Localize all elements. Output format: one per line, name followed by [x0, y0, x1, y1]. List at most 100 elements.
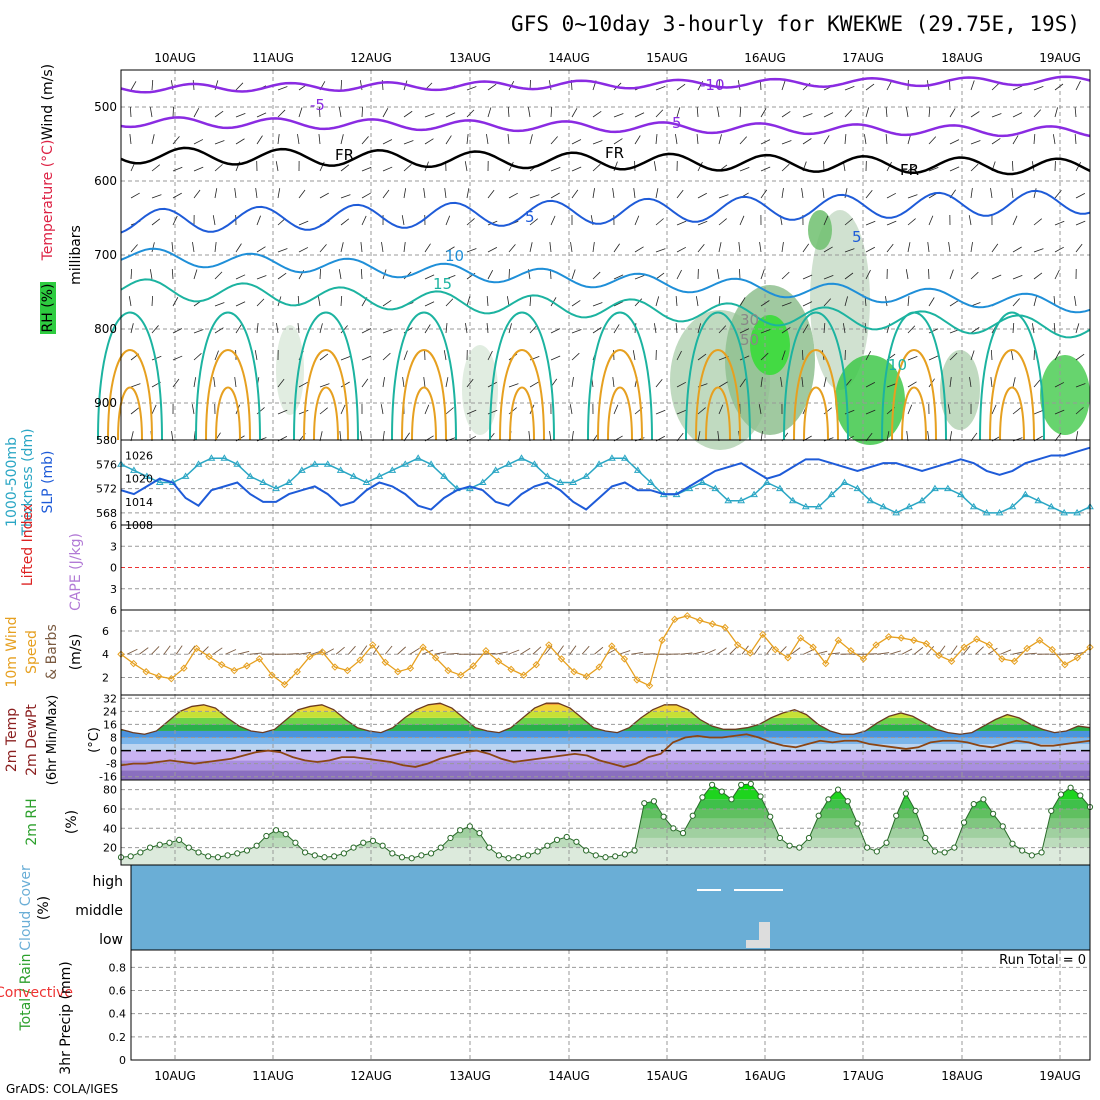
- wind-barb: [557, 645, 564, 655]
- wind-barb: [550, 106, 553, 118]
- rh-marker: [224, 852, 231, 859]
- axis-label-millibars: millibars: [68, 225, 84, 285]
- wind-speed-marker: [167, 674, 176, 683]
- rh-shading: [808, 210, 832, 250]
- thickness-marker: [323, 460, 332, 467]
- rh-marker: [825, 796, 832, 803]
- wind-barb: [508, 383, 519, 388]
- wind-speed-marker: [809, 643, 817, 651]
- wind-barb: [397, 646, 407, 655]
- thickness-marker: [130, 466, 138, 473]
- rh-marker: [350, 844, 357, 851]
- wind-barb: [844, 218, 853, 226]
- wind-barb: [970, 271, 979, 280]
- tick-label: 572: [96, 483, 117, 496]
- rh-legend-swatch: [40, 282, 56, 334]
- rh-marker: [137, 849, 144, 856]
- wind-barb: [1000, 649, 1012, 655]
- temp-contour-30: [803, 386, 829, 441]
- wind-barb: [655, 296, 660, 307]
- wind-barb: [360, 431, 363, 442]
- rh-marker: [243, 847, 251, 854]
- cloud-panel: high middle low Cloud Cover (%): [18, 864, 1091, 951]
- temp-contour-25: [205, 349, 251, 441]
- wind-barb: [655, 272, 665, 280]
- wind-barb: [991, 138, 1001, 145]
- wind-barb: [655, 86, 666, 91]
- tick-label: 20: [103, 842, 117, 855]
- wind-barb: [802, 274, 813, 280]
- wind-barb: [760, 300, 770, 307]
- tick-label: 600: [94, 174, 117, 188]
- wind-barb: [886, 161, 892, 172]
- temp-contour-20: [881, 311, 947, 441]
- wind-barb: [550, 136, 558, 145]
- wind-barb: [254, 350, 258, 361]
- wind-barb: [212, 647, 223, 655]
- wind-barb: [361, 136, 369, 145]
- rh-marker: [902, 790, 909, 797]
- wind-barb: [403, 164, 412, 172]
- wind-barb: [865, 350, 872, 361]
- wind-barb: [151, 134, 155, 145]
- thickness-marker: [246, 472, 255, 479]
- wind-barb: [571, 108, 578, 118]
- wind-barb: [949, 300, 959, 307]
- rh-marker: [476, 830, 483, 837]
- thickness-marker: [349, 472, 358, 479]
- rh-marker: [951, 844, 958, 851]
- wind-barb: [445, 323, 448, 334]
- rh-marker: [873, 848, 880, 855]
- rh-marker: [534, 848, 541, 855]
- tick-label: 568: [96, 507, 117, 520]
- wind-barb: [508, 161, 514, 172]
- wind-barb: [1075, 243, 1083, 253]
- wind-barb: [361, 215, 367, 226]
- tick-label: 1026: [125, 449, 153, 462]
- wind-barb: [319, 407, 329, 415]
- thickness-marker: [788, 496, 797, 504]
- wind-barb: [172, 106, 174, 118]
- wind-barb: [613, 349, 615, 361]
- rh-marker: [195, 849, 202, 856]
- wind-barb: [175, 645, 183, 655]
- wind-barb: [529, 194, 540, 199]
- axis-label-thickness-dm: Thickness (dm): [20, 428, 36, 536]
- axis-label-cloud-pct: (%): [36, 896, 52, 920]
- rh-marker: [185, 844, 192, 851]
- rh-marker: [912, 807, 919, 815]
- rh-shading: [1040, 355, 1090, 435]
- wind-barb: [529, 218, 539, 226]
- wind-speed-marker: [494, 657, 503, 665]
- rh-marker: [466, 823, 473, 830]
- wind-barb: [487, 107, 492, 118]
- day-label-bottom: 15AUG: [646, 1069, 688, 1083]
- wind-barb: [212, 215, 216, 226]
- wind-barb: [495, 651, 508, 655]
- wind-barb: [907, 404, 913, 415]
- wind-barb: [319, 431, 323, 442]
- wind-barb: [865, 409, 876, 415]
- wind-barb: [753, 645, 761, 655]
- wind-barb: [172, 192, 182, 199]
- wind-barb: [319, 244, 327, 253]
- wind-barb: [865, 269, 871, 280]
- wind-barb: [382, 300, 392, 307]
- wind-barb: [781, 111, 791, 118]
- wind-barb: [886, 192, 897, 199]
- wind-barb: [697, 353, 707, 361]
- thickness-marker: [943, 484, 952, 492]
- thickness-marker: [633, 466, 642, 473]
- wind-speed-marker: [368, 641, 377, 649]
- wind-speed-marker: [129, 659, 138, 668]
- rh-marker: [922, 834, 929, 842]
- wind-barb: [760, 108, 767, 118]
- day-label-top: 13AUG: [449, 51, 491, 65]
- wind-barb: [949, 166, 960, 172]
- wind-barb: [151, 218, 161, 226]
- wind-speed-marker: [457, 671, 465, 679]
- temp-band: [121, 711, 1090, 718]
- wind-barb: [214, 271, 223, 280]
- wind-speed-marker: [142, 668, 150, 676]
- rh-marker: [631, 847, 638, 854]
